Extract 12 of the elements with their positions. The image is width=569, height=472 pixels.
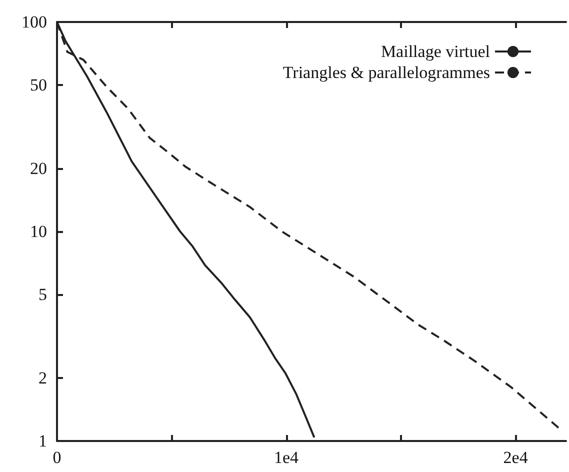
- y-tick-label: 5: [38, 285, 47, 304]
- y-tick-label: 50: [30, 76, 47, 95]
- y-tick-label: 20: [30, 158, 47, 178]
- x-tick-label: 1e4: [274, 448, 300, 467]
- x-tick-label: 2e4: [503, 448, 528, 467]
- y-tick-label: 2: [38, 368, 47, 388]
- legend-label: Triangles & parallelogrammes: [282, 63, 490, 82]
- legend-label: Maillage virtuel: [380, 42, 490, 61]
- y-tick-label: 1: [38, 432, 47, 450]
- x-tick-label: 0: [52, 448, 62, 467]
- y-tick-label: 100: [22, 12, 47, 32]
- y-tick-label: 10: [30, 222, 47, 241]
